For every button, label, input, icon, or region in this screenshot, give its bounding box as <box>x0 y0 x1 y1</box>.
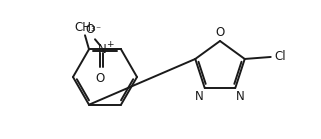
Text: N: N <box>195 90 204 103</box>
Text: O: O <box>95 72 105 85</box>
Text: N: N <box>236 90 245 103</box>
Text: O: O <box>215 26 225 39</box>
Text: N: N <box>98 43 106 56</box>
Text: ⁻: ⁻ <box>95 25 100 35</box>
Text: O: O <box>85 23 95 36</box>
Text: Cl: Cl <box>275 50 286 64</box>
Text: CH₃: CH₃ <box>74 21 96 34</box>
Text: +: + <box>106 40 114 49</box>
